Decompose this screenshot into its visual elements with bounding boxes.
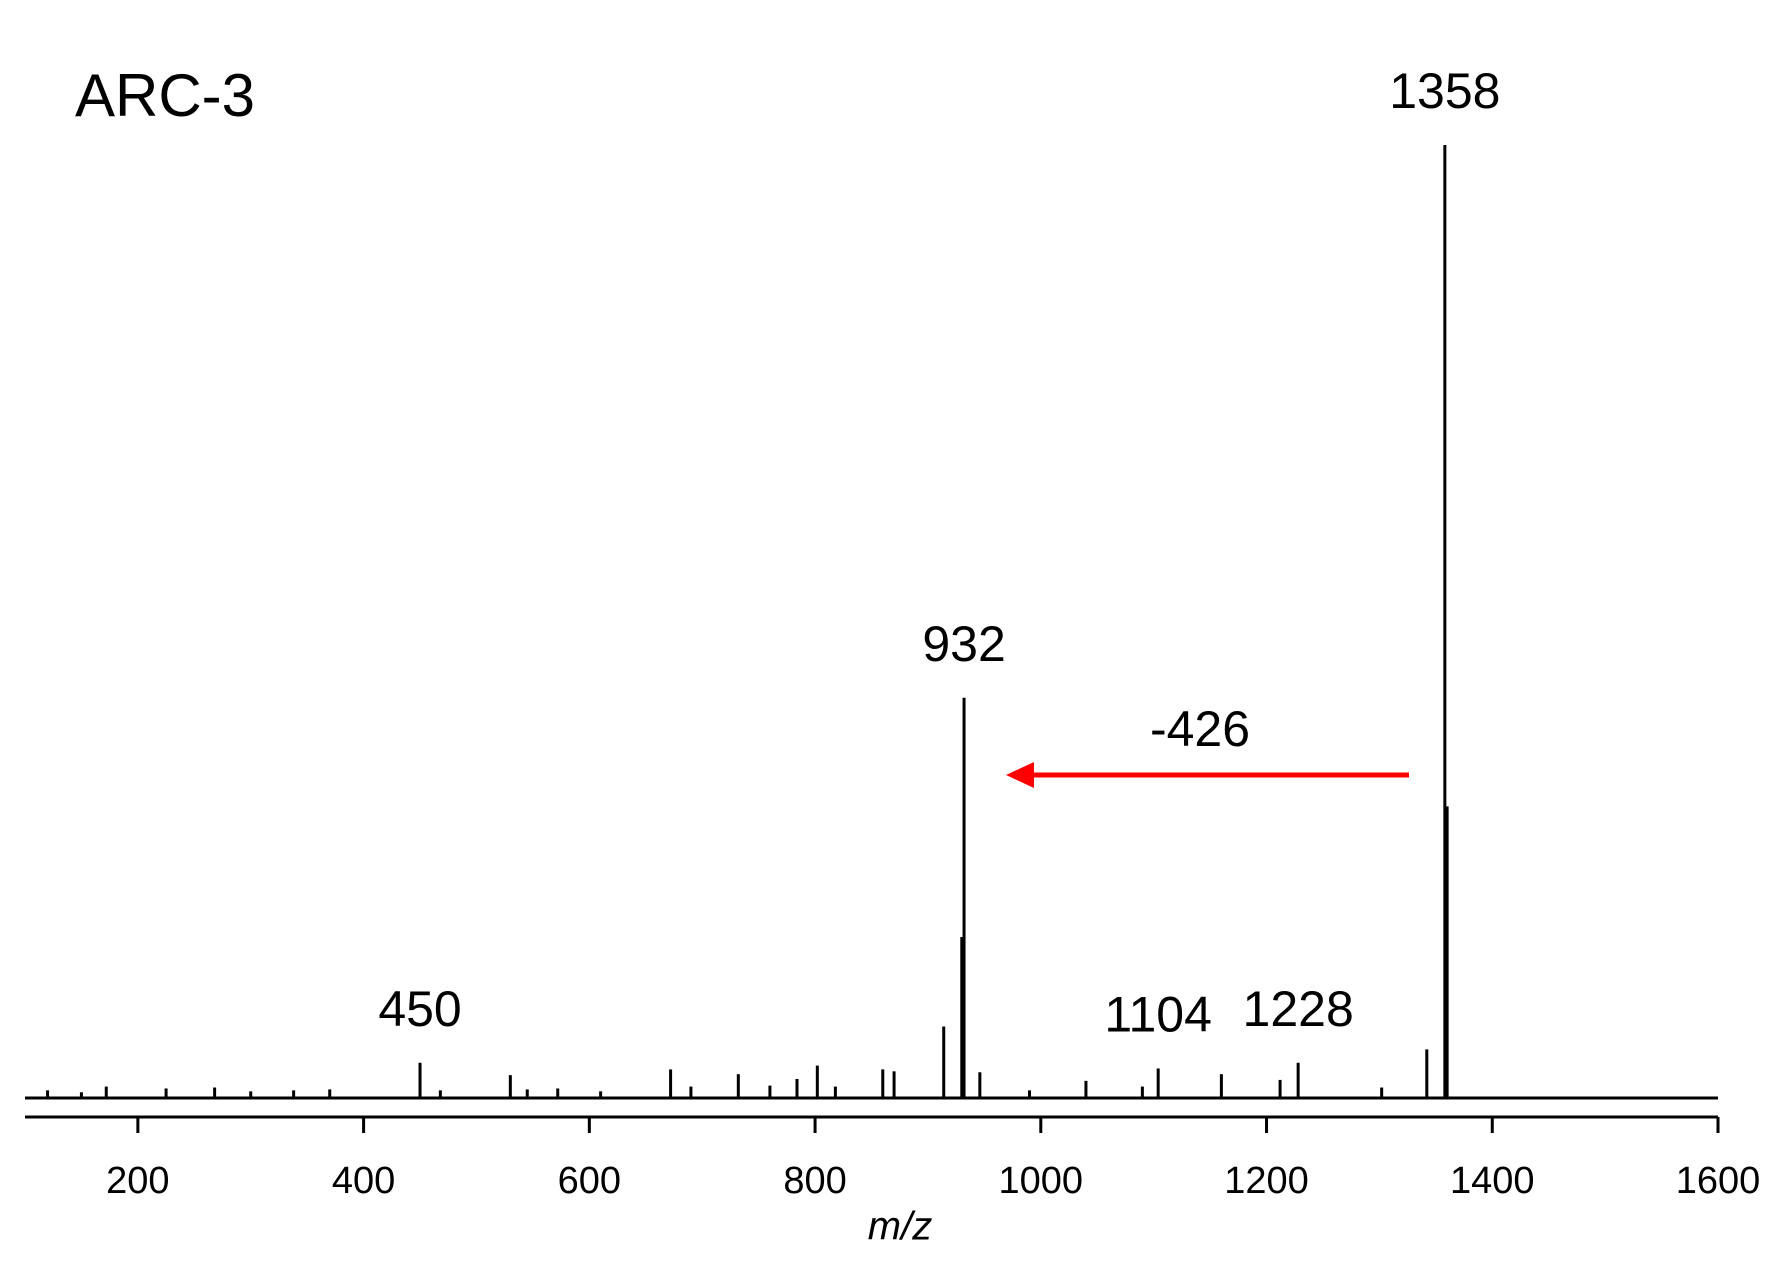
peak-label: 450 xyxy=(378,981,461,1037)
x-tick-label: 600 xyxy=(558,1160,621,1202)
chart-title: ARC-3 xyxy=(75,62,255,129)
x-tick-label: 1400 xyxy=(1450,1160,1535,1202)
annotation-arrowhead xyxy=(1006,762,1034,788)
annotation-text: -426 xyxy=(1150,701,1250,757)
x-tick-label: 200 xyxy=(106,1160,169,1202)
x-tick-label: 1000 xyxy=(999,1160,1084,1202)
peak-label: 1228 xyxy=(1243,981,1354,1037)
x-tick-label: 800 xyxy=(783,1160,846,1202)
peak-label: 932 xyxy=(922,616,1005,672)
x-tick-label: 1200 xyxy=(1224,1160,1309,1202)
x-tick-label: 1600 xyxy=(1676,1160,1761,1202)
x-tick-label: 400 xyxy=(332,1160,395,1202)
peak-label: 1104 xyxy=(1104,987,1212,1043)
x-axis-label: m/z xyxy=(868,1205,932,1249)
peak-label: 1358 xyxy=(1389,63,1500,119)
